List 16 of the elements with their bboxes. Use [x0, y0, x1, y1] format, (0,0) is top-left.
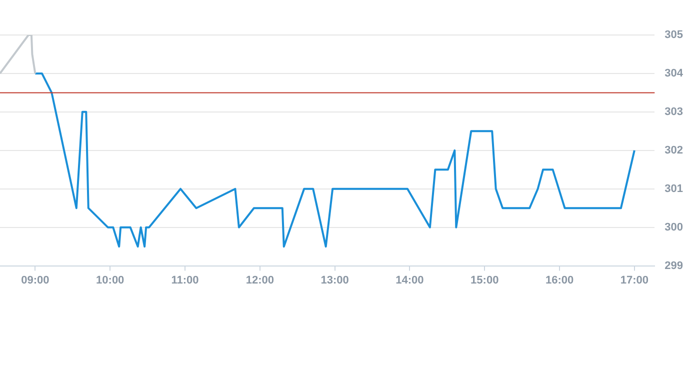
y-tick-label: 303 — [664, 106, 684, 118]
y-tick-label: 304 — [664, 68, 684, 80]
x-tick-label: 14:00 — [396, 274, 424, 286]
x-tick-label: 10:00 — [96, 274, 124, 286]
x-tick-label: 15:00 — [470, 274, 499, 286]
x-tick-label: 11:00 — [171, 274, 199, 286]
x-tick-label: 09:00 — [21, 274, 50, 286]
y-tick-label: 300 — [664, 221, 684, 234]
x-tick-label: 17:00 — [620, 274, 648, 286]
x-tick-label: 16:00 — [545, 274, 574, 286]
y-tick-label: 302 — [664, 144, 684, 156]
y-tick-label: 305 — [664, 29, 684, 42]
y-tick-label: 301 — [664, 182, 684, 195]
x-tick-label: 12:00 — [246, 274, 274, 286]
x-tick-label: 13:00 — [320, 274, 349, 286]
y-tick-label: 299 — [664, 260, 684, 272]
